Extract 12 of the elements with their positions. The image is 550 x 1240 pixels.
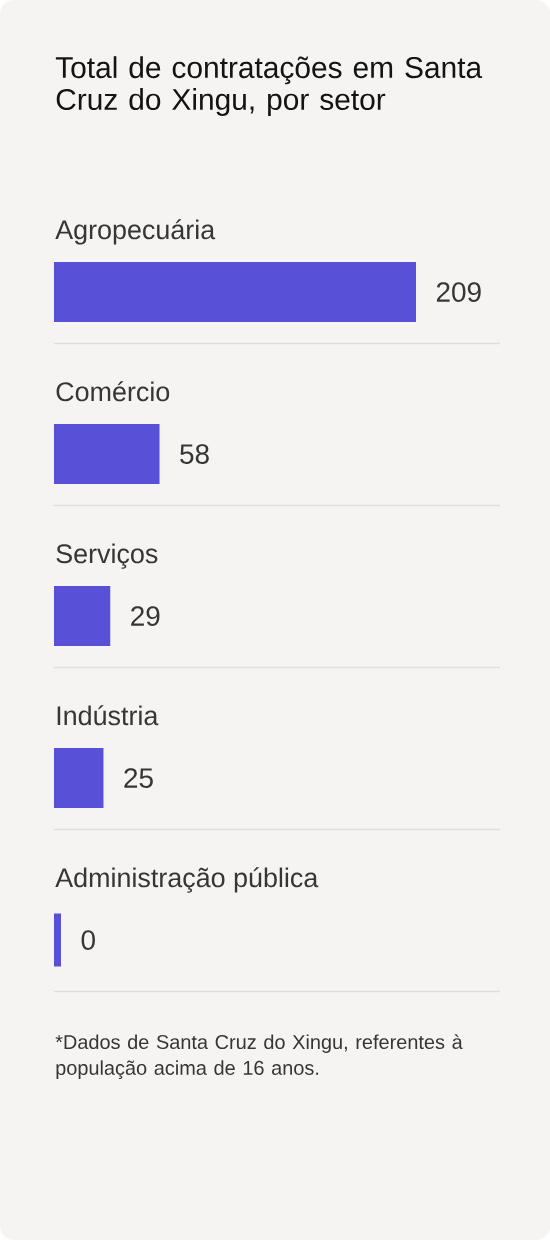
data-label: 0 <box>81 930 95 950</box>
data-label: 29 <box>131 606 160 626</box>
y-tick-label: Serviços <box>56 543 158 569</box>
y-tick-label: Agropecuária <box>55 219 216 245</box>
y-tick-label: Comércio <box>56 381 170 402</box>
data-label: 25 <box>124 768 153 788</box>
y-tick-label: Administração pública <box>55 867 319 893</box>
text: *Dados de Santa Cruz do Xingu, referentes à população acima de 16 anos. <box>55 1034 463 1079</box>
data-label: 209 <box>436 282 481 302</box>
chart-title: Total de contratações em Santa Cruz do Xingu, por setor <box>55 56 483 116</box>
data-label: 58 <box>180 444 209 464</box>
y-tick-label: Indústria <box>57 705 159 726</box>
